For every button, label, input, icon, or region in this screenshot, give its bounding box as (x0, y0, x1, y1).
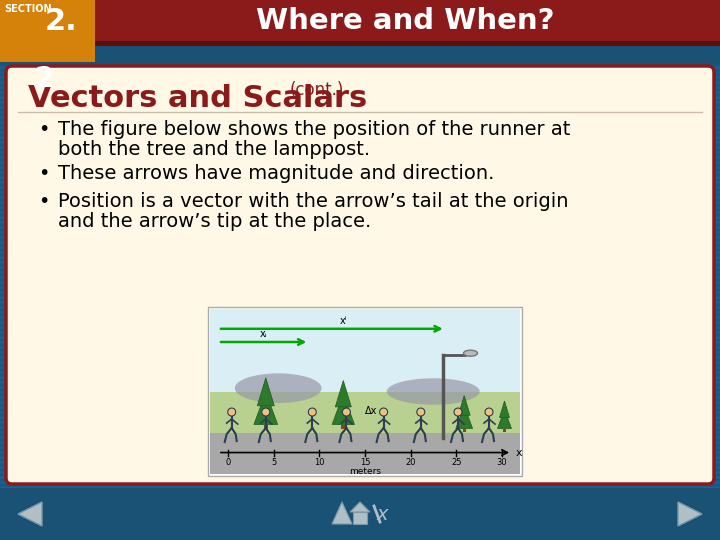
Text: •: • (38, 164, 50, 183)
Text: 15: 15 (360, 457, 370, 467)
Text: (cont.): (cont.) (290, 81, 344, 99)
FancyBboxPatch shape (6, 66, 714, 484)
Ellipse shape (464, 350, 477, 356)
Polygon shape (254, 392, 278, 424)
Text: x: x (377, 504, 388, 523)
Text: xⁱ: xⁱ (339, 316, 347, 326)
Bar (210, 433, 520, 474)
Text: both the tree and the lamppost.: both the tree and the lamppost. (58, 140, 370, 159)
Text: Δx: Δx (365, 406, 377, 416)
Bar (353, 512, 367, 524)
Text: 20: 20 (405, 457, 416, 467)
Text: 2.: 2. (45, 7, 78, 36)
Bar (208, 307, 522, 476)
Polygon shape (678, 502, 702, 526)
Ellipse shape (387, 379, 480, 404)
Text: •: • (38, 120, 50, 139)
Text: These arrows have magnitude and direction.: These arrows have magnitude and directio… (58, 164, 495, 183)
Bar (463, 429, 466, 432)
Polygon shape (456, 406, 472, 429)
Text: The figure below shows the position of the runner at: The figure below shows the position of t… (58, 120, 570, 139)
Polygon shape (458, 395, 470, 415)
Text: Vectors and Scalars: Vectors and Scalars (28, 84, 367, 113)
Circle shape (262, 408, 270, 416)
Bar (503, 429, 505, 431)
Bar (341, 424, 346, 429)
Polygon shape (257, 378, 274, 406)
Circle shape (308, 408, 316, 416)
Ellipse shape (235, 373, 322, 403)
Polygon shape (332, 394, 354, 424)
Circle shape (417, 408, 425, 416)
Text: 0: 0 (225, 457, 230, 467)
Circle shape (454, 408, 462, 416)
Text: SECTION: SECTION (4, 4, 52, 14)
Bar (0, 0, 95, 62)
Bar (210, 392, 520, 438)
Polygon shape (332, 502, 352, 524)
Text: •: • (38, 192, 50, 211)
Polygon shape (18, 502, 42, 526)
Polygon shape (350, 502, 370, 512)
Circle shape (379, 408, 387, 416)
Polygon shape (336, 381, 351, 407)
Bar (264, 424, 268, 430)
Text: 2: 2 (35, 65, 55, 93)
Text: and the arrow’s tip at the place.: and the arrow’s tip at the place. (58, 212, 372, 231)
Text: Position is a vector with the arrow’s tail at the origin: Position is a vector with the arrow’s ta… (58, 192, 569, 211)
Bar (0, 0, 720, 42)
Text: 30: 30 (497, 457, 508, 467)
Circle shape (228, 408, 235, 416)
Text: 25: 25 (451, 457, 462, 467)
Text: Where and When?: Where and When? (256, 7, 554, 35)
Text: meters: meters (349, 467, 381, 476)
Bar (0, 488, 720, 540)
Polygon shape (500, 401, 510, 417)
Bar (0, 46, 720, 64)
Bar (0, 41, 720, 46)
Circle shape (485, 408, 493, 416)
Text: xᵢ: xᵢ (260, 329, 267, 339)
Text: 5: 5 (271, 457, 276, 467)
Polygon shape (498, 409, 511, 429)
Bar (210, 309, 520, 400)
Text: x: x (516, 448, 523, 457)
Circle shape (343, 408, 351, 416)
Text: 10: 10 (314, 457, 325, 467)
